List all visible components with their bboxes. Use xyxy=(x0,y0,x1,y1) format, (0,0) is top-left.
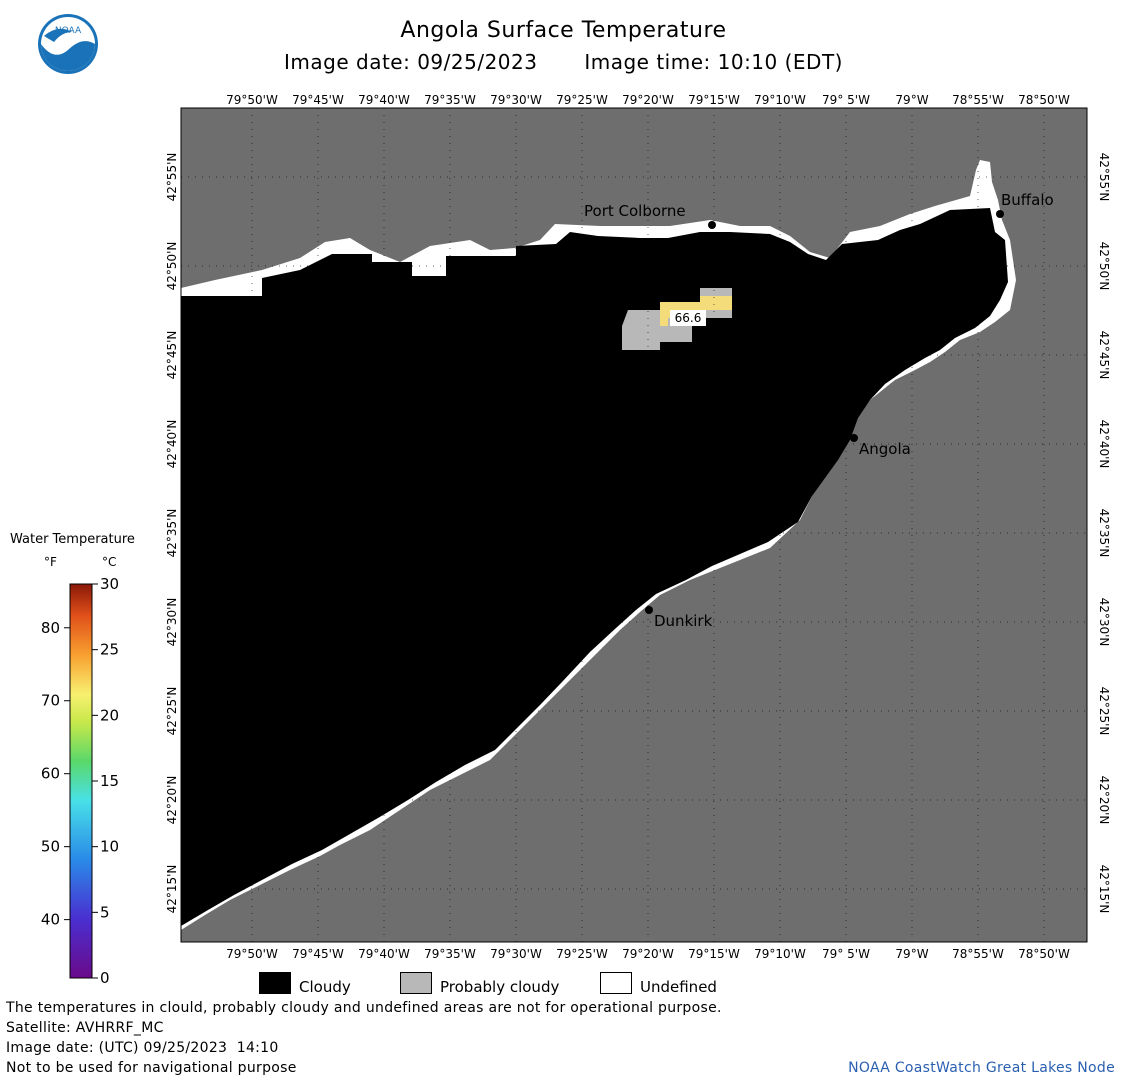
city-label: Angola xyxy=(859,440,911,458)
lon-label: 78°50'W xyxy=(1018,93,1070,107)
navigation-note: Not to be used for navigational purpose xyxy=(6,1060,297,1076)
longitude-labels-bottom: 79°50'W 79°45'W 79°40'W 79°35'W 79°30'W 79°25… xyxy=(226,947,1070,961)
f-tick-label: 40 xyxy=(41,911,60,929)
legend-unit-c: °C xyxy=(102,555,117,569)
credit-link[interactable]: NOAA CoastWatch Great Lakes Node xyxy=(848,1060,1115,1076)
lat-label: 42°55'N xyxy=(165,153,179,202)
lat-label: 42°55'N xyxy=(1097,153,1111,202)
lon-label: 79°35'W xyxy=(424,947,476,961)
lon-label: 79°15'W xyxy=(688,93,740,107)
latitude-labels-right: 42°55'N 42°50'N 42°45'N 42°40'N 42°35'N 42°30… xyxy=(1097,153,1111,914)
utc-date-text: Image date: (UTC) 09/25/2023 14:10 xyxy=(6,1040,279,1056)
c-tick-label: 10 xyxy=(100,838,119,856)
lon-label: 79°20'W xyxy=(622,93,674,107)
c-tick-label: 25 xyxy=(100,641,119,659)
lake-cloudy xyxy=(181,208,1008,926)
temperature-value: 66.6 xyxy=(675,311,702,325)
key-undefined-label: Undefined xyxy=(640,978,717,996)
map-title: Angola Surface Temperature xyxy=(400,18,727,43)
lon-label: 78°50'W xyxy=(1018,947,1070,961)
legend-unit-f: °F xyxy=(44,555,57,569)
legend-title: Water Temperature xyxy=(10,532,135,547)
lon-label: 79°50'W xyxy=(226,93,278,107)
lon-label: 78°55'W xyxy=(952,93,1004,107)
city-angola: Angola xyxy=(850,434,911,458)
f-tick-label: 60 xyxy=(41,765,60,783)
lat-label: 42°40'N xyxy=(165,420,179,469)
key-cloudy-label: Cloudy xyxy=(299,978,351,996)
disclaimer-text: The temperatures in clould, probably clo… xyxy=(6,1000,722,1016)
lat-label: 42°20'N xyxy=(165,776,179,825)
c-tick-label: 30 xyxy=(100,578,119,593)
lon-label: 79°25'W xyxy=(556,947,608,961)
lat-label: 42°25'N xyxy=(1097,687,1111,736)
lat-label: 42°50'N xyxy=(165,242,179,291)
lon-label: 79°50'W xyxy=(226,947,278,961)
lat-label: 42°30'N xyxy=(1097,598,1111,647)
lon-label: 79°35'W xyxy=(424,93,476,107)
lon-label: 79°30'W xyxy=(490,93,542,107)
satellite-text: Satellite: AVHRRF_MC xyxy=(6,1020,164,1036)
lat-label: 42°45'N xyxy=(1097,331,1111,380)
image-time: Image time: 10:10 (EDT) xyxy=(584,50,843,74)
c-tick-label: 15 xyxy=(100,772,119,790)
lon-label: 79°45'W xyxy=(292,947,344,961)
lon-label: 79°W xyxy=(895,93,928,107)
map-subtitle: Image date: 09/25/2023 Image time: 10:10… xyxy=(0,50,1127,74)
lat-label: 42°35'N xyxy=(1097,509,1111,558)
city-dunkirk: Dunkirk xyxy=(645,606,713,630)
fahrenheit-ticks: 80 70 60 50 40 xyxy=(41,619,70,929)
map-frame xyxy=(180,107,1088,943)
lon-label: 79°45'W xyxy=(292,93,344,107)
lon-label: 79° 5'W xyxy=(822,947,870,961)
c-tick-label: 0 xyxy=(100,969,110,987)
latitude-labels-left: 42°55'N 42°50'N 42°45'N 42°40'N 42°35'N 42°30… xyxy=(165,153,179,914)
city-label: Buffalo xyxy=(1001,191,1054,209)
color-bar xyxy=(69,583,93,979)
f-tick-label: 80 xyxy=(41,619,60,637)
lat-label: 42°20'N xyxy=(1097,776,1111,825)
lon-label: 79°30'W xyxy=(490,947,542,961)
f-tick-label: 70 xyxy=(41,692,60,710)
lon-label: 79°W xyxy=(895,947,928,961)
lon-label: 79°25'W xyxy=(556,93,608,107)
noaa-logo: NOAA xyxy=(38,14,98,74)
lat-label: 42°45'N xyxy=(165,331,179,380)
image-date: Image date: 09/25/2023 xyxy=(284,50,538,74)
lon-label: 79°10'W xyxy=(754,947,806,961)
lon-label: 79°15'W xyxy=(688,947,740,961)
lon-label: 79°20'W xyxy=(622,947,674,961)
city-label: Port Colborne xyxy=(584,202,686,220)
lat-label: 42°15'N xyxy=(165,865,179,914)
city-label: Dunkirk xyxy=(654,612,713,630)
f-tick-label: 50 xyxy=(41,838,60,856)
celsius-ticks: 30 25 20 15 10 5 0 xyxy=(92,578,119,987)
c-tick-label: 5 xyxy=(100,903,110,921)
lon-label: 79°10'W xyxy=(754,93,806,107)
lat-label: 42°25'N xyxy=(165,687,179,736)
key-probably-cloudy-label: Probably cloudy xyxy=(440,978,560,996)
temperature-map: 66.6 79°50'W 79°45'W 79°40'W 79°35'W 79°30'W… xyxy=(165,93,1111,961)
lat-label: 42°35'N xyxy=(165,509,179,558)
lat-label: 42°30'N xyxy=(165,598,179,647)
longitude-labels-top: 79°50'W 79°45'W 79°40'W 79°35'W 79°30'W 79°25… xyxy=(226,93,1070,107)
lat-label: 42°40'N xyxy=(1097,420,1111,469)
logo-text: NOAA xyxy=(55,26,82,36)
lon-label: 79°40'W xyxy=(358,947,410,961)
lat-label: 42°15'N xyxy=(1097,865,1111,914)
lon-label: 78°55'W xyxy=(952,947,1004,961)
city-buffalo: Buffalo xyxy=(996,191,1054,218)
temperature-label-box xyxy=(670,310,706,326)
lat-label: 42°50'N xyxy=(1097,242,1111,291)
lon-label: 79° 5'W xyxy=(822,93,870,107)
lon-label: 79°40'W xyxy=(358,93,410,107)
c-tick-label: 20 xyxy=(100,706,119,724)
city-port-colborne: Port Colborne xyxy=(584,202,716,229)
